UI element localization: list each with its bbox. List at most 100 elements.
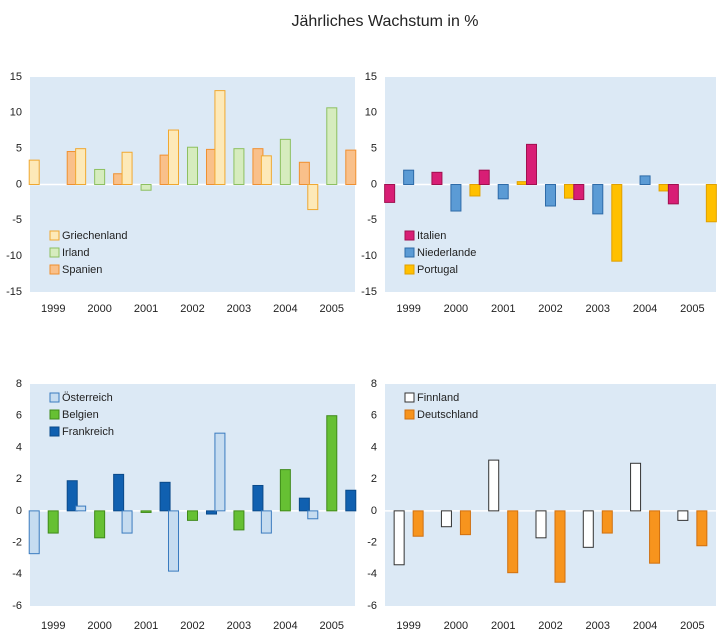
bar	[469, 184, 481, 197]
bar	[526, 143, 537, 186]
legend-label: Deutschland	[417, 409, 478, 421]
legend-swatch	[49, 392, 60, 403]
bar	[113, 473, 125, 512]
y-tick-label: 15	[365, 71, 377, 83]
bar	[412, 510, 424, 537]
bar	[94, 510, 106, 539]
bar	[478, 169, 490, 186]
legend-swatch	[404, 392, 415, 403]
x-tick-label: 2004	[273, 303, 297, 315]
legend-swatch	[404, 409, 415, 420]
y-tick-label: -15	[361, 286, 377, 298]
x-tick-label: 2001	[491, 303, 515, 315]
y-tick-label: 8	[371, 378, 377, 390]
bar	[260, 155, 272, 185]
bar	[307, 184, 319, 211]
x-tick-label: 2000	[87, 303, 111, 315]
legend-label: Niederlande	[417, 247, 476, 259]
bar	[345, 489, 357, 512]
bar	[554, 510, 566, 583]
legend-swatch	[404, 264, 415, 275]
legend-swatch	[404, 230, 415, 241]
y-tick-label: 0	[371, 505, 377, 517]
y-tick-label: -4	[367, 568, 377, 580]
plot-area	[385, 384, 716, 606]
x-tick-label: 1999	[41, 620, 65, 632]
bar	[233, 510, 245, 531]
x-tick-label: 2005	[320, 303, 344, 315]
bar	[75, 505, 87, 512]
bar	[696, 510, 708, 547]
bar	[159, 481, 171, 512]
bar	[326, 107, 338, 185]
bar	[384, 184, 396, 203]
legend-label: Finnland	[417, 392, 459, 404]
legend-label: Österreich	[62, 392, 113, 404]
x-tick-label: 2003	[586, 303, 610, 315]
y-tick-label: -5	[12, 214, 22, 226]
x-tick-label: 2003	[227, 620, 251, 632]
plot-area	[30, 384, 355, 606]
bar	[279, 469, 291, 512]
y-tick-label: 5	[371, 143, 377, 155]
y-tick-label: 4	[16, 441, 22, 453]
x-tick-label: 2005	[680, 303, 704, 315]
y-tick-label: 4	[371, 441, 377, 453]
legend-label: Frankreich	[62, 426, 114, 438]
bar	[564, 184, 575, 199]
bar	[28, 159, 40, 185]
y-tick-label: -2	[12, 536, 22, 548]
bar	[630, 462, 642, 512]
bar	[206, 510, 217, 515]
bar	[168, 510, 179, 572]
y-tick-label: 0	[16, 178, 22, 190]
x-tick-label: 2001	[134, 303, 158, 315]
bar	[168, 129, 179, 186]
legend-swatch	[404, 247, 415, 258]
bar	[121, 510, 133, 534]
bar	[459, 510, 471, 536]
bar	[326, 415, 338, 512]
y-tick-label: -4	[12, 568, 22, 580]
bar	[393, 510, 405, 566]
y-tick-label: 15	[10, 71, 22, 83]
bar	[187, 146, 198, 186]
x-tick-label: 2003	[227, 303, 251, 315]
bar	[431, 171, 443, 185]
bar	[573, 184, 585, 201]
bar	[279, 138, 291, 186]
bar	[545, 184, 556, 207]
bar	[667, 184, 679, 205]
bar	[75, 148, 87, 186]
y-tick-label: 8	[16, 378, 22, 390]
y-tick-label: 10	[10, 107, 22, 119]
legend-label: Irland	[62, 247, 90, 259]
bar	[403, 169, 415, 186]
y-tick-label: 6	[371, 410, 377, 422]
bar	[298, 497, 310, 512]
y-tick-label: 0	[371, 178, 377, 190]
bar	[450, 184, 462, 212]
x-tick-label: 2003	[586, 620, 610, 632]
bar	[94, 168, 106, 185]
bar	[516, 181, 528, 185]
bar	[66, 480, 78, 512]
bar	[582, 510, 594, 548]
bar	[507, 510, 519, 574]
x-tick-label: 2001	[491, 620, 515, 632]
bar	[140, 184, 152, 191]
y-tick-label: 6	[16, 410, 22, 422]
bar	[214, 90, 226, 185]
x-tick-label: 2005	[680, 620, 704, 632]
bar	[658, 184, 670, 192]
bar	[233, 148, 245, 186]
bar	[611, 184, 623, 262]
legend-label: Spanien	[62, 264, 102, 276]
y-tick-label: -6	[367, 600, 377, 612]
bar	[187, 510, 198, 521]
x-tick-label: 2004	[633, 303, 657, 315]
x-tick-label: 2000	[444, 303, 468, 315]
legend-label: Griechenland	[62, 230, 127, 242]
chart-title: Jährliches Wachstum in %	[291, 13, 478, 30]
bar	[639, 175, 651, 185]
